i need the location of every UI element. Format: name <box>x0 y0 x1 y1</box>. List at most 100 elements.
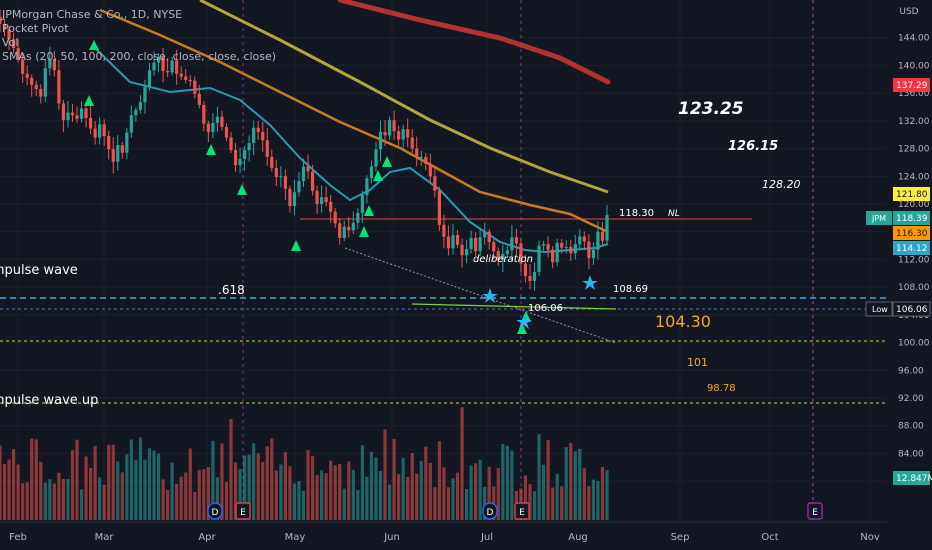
volume-bar <box>25 482 29 520</box>
sma-50-line <box>99 8 609 234</box>
volume-bar <box>406 476 410 520</box>
candle-body <box>175 60 179 74</box>
candle-body <box>156 57 161 63</box>
candle-body <box>70 112 75 116</box>
price-badge-prefix <box>866 211 892 225</box>
candle-body <box>48 59 52 69</box>
candle-body <box>206 123 210 132</box>
volume-bar <box>387 484 392 520</box>
candle-body <box>469 237 473 250</box>
chart-grid <box>0 0 887 520</box>
candle-body <box>292 192 297 207</box>
candle-body <box>211 122 215 132</box>
volume-bar <box>460 407 464 520</box>
volume-bar <box>374 457 378 520</box>
price-tick-label: 124.00 <box>898 172 930 182</box>
candle-body <box>279 176 283 178</box>
price-tick-label: 92.00 <box>898 394 924 404</box>
candle-body <box>52 59 56 71</box>
candle-body <box>220 116 224 128</box>
time-tick-label: Feb <box>9 532 27 543</box>
price-badge-label: 121.80 <box>896 190 928 200</box>
candle-body <box>25 73 29 78</box>
earnings-marker-label: E <box>519 508 525 518</box>
candle-body <box>93 128 97 138</box>
volume-bar <box>329 460 333 520</box>
volume-bar <box>505 445 509 520</box>
candle-body <box>596 231 600 250</box>
volume-bar <box>560 486 564 520</box>
candle-body <box>143 86 147 103</box>
candle-body <box>161 57 165 71</box>
price-badge-prefix-label: JPM <box>871 214 886 223</box>
time-tick-label: Oct <box>761 532 778 543</box>
price-tick-label: 108.00 <box>898 283 930 293</box>
volume-bar <box>193 491 197 520</box>
candle-body <box>107 136 111 150</box>
volume-bar <box>43 482 47 520</box>
candle-body <box>410 137 414 149</box>
candle-body <box>523 263 528 277</box>
candle-body <box>66 112 70 121</box>
candle-body <box>166 70 170 73</box>
candle-body <box>247 143 251 150</box>
volume-bar <box>206 467 210 520</box>
level-98-78: 98.78 <box>707 383 736 394</box>
candle-body <box>419 156 423 158</box>
volume-bar <box>93 445 97 520</box>
volume-bar <box>369 451 374 520</box>
candle-body <box>365 178 369 195</box>
candle-body <box>446 236 451 249</box>
volume-bar <box>351 469 355 520</box>
volume-bar <box>88 467 93 520</box>
candle-body <box>374 149 378 167</box>
volume-bar <box>34 439 38 520</box>
volume-bar <box>532 491 537 520</box>
volume-bar <box>564 447 568 520</box>
pocket-pivot-triangle <box>382 156 392 167</box>
volume-bar <box>107 444 111 520</box>
volume-bar <box>464 489 469 520</box>
volume-bar <box>496 468 500 520</box>
volume-bar <box>270 438 274 520</box>
candle-body <box>188 79 192 81</box>
volume-bar <box>75 439 79 520</box>
candle-body <box>301 166 306 182</box>
volume-bar <box>274 470 278 520</box>
volume-bar <box>306 450 310 520</box>
candle-body <box>442 224 446 237</box>
candle-body <box>261 131 265 141</box>
candle-body <box>555 242 559 263</box>
volume-bar <box>143 459 147 520</box>
volume-bar <box>125 454 129 520</box>
candle-body <box>464 249 469 256</box>
candle-body <box>569 246 573 254</box>
candle-body <box>21 59 25 74</box>
candle-body <box>415 148 419 158</box>
candle-body <box>30 77 34 85</box>
volume-bar <box>2 464 7 520</box>
candle-body <box>310 171 315 191</box>
candle-body <box>288 188 292 207</box>
volume-bar <box>288 466 292 520</box>
time-tick-label: Nov <box>860 532 880 543</box>
target-123-25: 123.25 <box>678 99 744 119</box>
candle-body <box>306 166 310 172</box>
volume-bar <box>261 462 265 520</box>
time-axis-background <box>0 522 887 550</box>
deliberation-label: deliberation <box>473 254 533 265</box>
pocket-pivot-triangle <box>359 226 369 237</box>
sma-200-line <box>337 0 611 85</box>
volume-bar <box>600 467 605 520</box>
star-icon <box>582 275 598 290</box>
signal-markers <box>84 40 598 334</box>
volume-bar <box>252 443 256 520</box>
candle-body <box>79 108 84 119</box>
volume-bar <box>256 453 260 520</box>
candle-body <box>397 131 401 140</box>
candle-body <box>551 249 555 263</box>
volume-bar <box>537 434 541 520</box>
target-126-15: 126.15 <box>728 139 778 154</box>
candle-body <box>315 190 319 204</box>
